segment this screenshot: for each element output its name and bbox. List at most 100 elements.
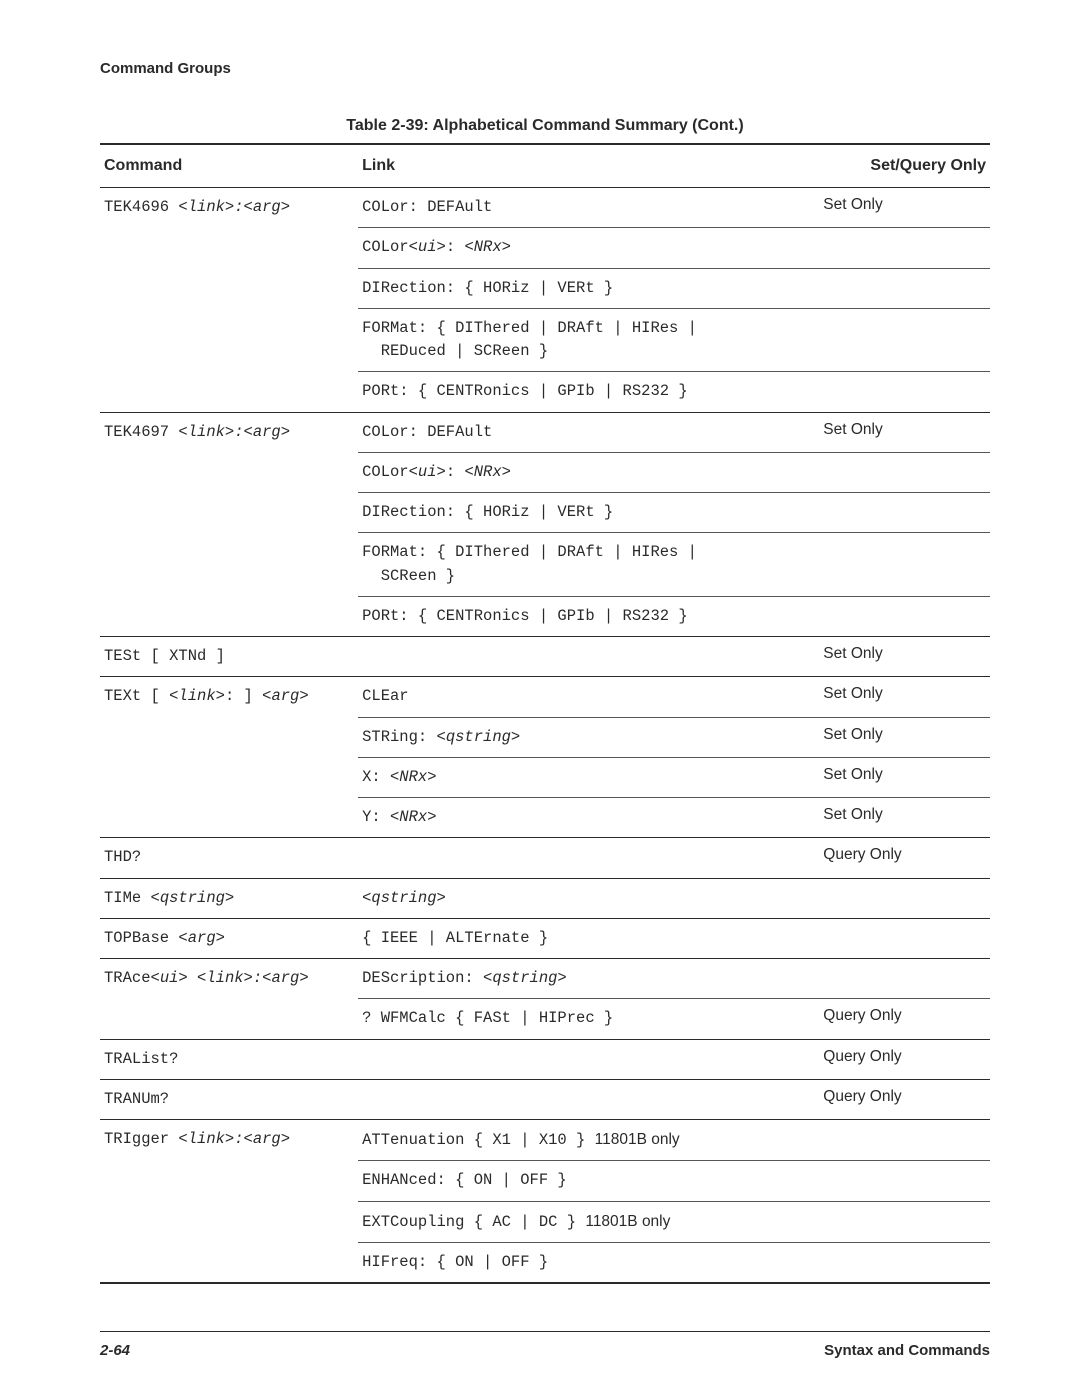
table-row: DIRection: { HORiz | VERt } [100,268,990,308]
command-cell: TEK4697 <link>:<arg> [100,412,358,452]
link-cell: COLor<ui>: <NRx> [358,452,785,492]
table-row: TIMe <qstring><qstring> [100,878,990,918]
command-cell [100,372,358,412]
link-cell: DIRection: { HORiz | VERt } [358,493,785,533]
link-cell: STRing: <qstring> [358,717,785,757]
link-cell: DEScription: <qstring> [358,959,785,999]
table-row: TRAce<ui> <link>:<arg>DEScription: <qstr… [100,959,990,999]
link-cell: X: <NRx> [358,757,785,797]
setquery-cell: Query Only [785,1039,990,1079]
setquery-cell [785,452,990,492]
annotation: 11801B only [585,1213,670,1230]
setquery-cell: Set Only [785,757,990,797]
table-row: FORMat: { DIThered | DRAft | HIRes | RED… [100,308,990,372]
table-row: STRing: <qstring>Set Only [100,717,990,757]
link-cell: CLEar [358,677,785,717]
command-cell: TEK4696 <link>:<arg> [100,188,358,228]
command-cell: THD? [100,838,358,878]
command-cell [100,533,358,597]
setquery-cell: Query Only [785,838,990,878]
table-row: TEXt [ <link>: ] <arg>CLEarSet Only [100,677,990,717]
command-cell: TRAce<ui> <link>:<arg> [100,959,358,999]
table-row: TRAList? Query Only [100,1039,990,1079]
col-header-link: Link [358,144,785,188]
setquery-cell [785,596,990,636]
command-cell [100,717,358,757]
setquery-cell [785,1161,990,1201]
table-row: TOPBase <arg>{ IEEE | ALTErnate } [100,918,990,958]
table-row: COLor<ui>: <NRx> [100,452,990,492]
link-cell: PORt: { CENTRonics | GPIb | RS232 } [358,372,785,412]
command-cell [100,268,358,308]
footer-title: Syntax and Commands [824,1342,990,1359]
link-cell [358,1079,785,1119]
page-footer: 2-64 Syntax and Commands [100,1331,990,1359]
table-row: TEK4696 <link>:<arg>COLor: DEFAultSet On… [100,188,990,228]
page-number: 2-64 [100,1342,130,1359]
table-row: PORt: { CENTRonics | GPIb | RS232 } [100,372,990,412]
command-cell: TEXt [ <link>: ] <arg> [100,677,358,717]
setquery-cell: Set Only [785,637,990,677]
command-cell [100,798,358,838]
setquery-cell: Set Only [785,412,990,452]
command-cell [100,757,358,797]
setquery-cell: Set Only [785,717,990,757]
link-cell: FORMat: { DIThered | DRAft | HIRes | RED… [358,308,785,372]
link-cell: ? WFMCalc { FASt | HIPrec } [358,999,785,1039]
setquery-cell [785,878,990,918]
link-cell: COLor<ui>: <NRx> [358,228,785,268]
setquery-cell [785,959,990,999]
setquery-cell [785,228,990,268]
table-row: THD? Query Only [100,838,990,878]
table-row: PORt: { CENTRonics | GPIb | RS232 } [100,596,990,636]
table-row: TESt [ XTNd ] Set Only [100,637,990,677]
command-cell: TRAList? [100,1039,358,1079]
link-cell: EXTCoupling { AC | DC } 11801B only [358,1201,785,1242]
setquery-cell [785,268,990,308]
command-summary-table: Command Link Set/Query Only TEK4696 <lin… [100,143,990,1284]
table-row: EXTCoupling { AC | DC } 11801B only [100,1201,990,1242]
setquery-cell: Set Only [785,677,990,717]
table-row: TEK4697 <link>:<arg>COLor: DEFAultSet On… [100,412,990,452]
table-row: DIRection: { HORiz | VERt } [100,493,990,533]
command-cell [100,308,358,372]
link-cell: <qstring> [358,878,785,918]
command-cell [100,596,358,636]
table-row: TRANUm? Query Only [100,1079,990,1119]
table-row: FORMat: { DIThered | DRAft | HIRes | SCR… [100,533,990,597]
setquery-cell: Set Only [785,188,990,228]
setquery-cell [785,372,990,412]
table-row: Y: <NRx>Set Only [100,798,990,838]
table-row: HIFreq: { ON | OFF } [100,1242,990,1283]
link-cell [358,1039,785,1079]
command-cell: TOPBase <arg> [100,918,358,958]
col-header-setquery: Set/Query Only [785,144,990,188]
link-cell: { IEEE | ALTErnate } [358,918,785,958]
setquery-cell [785,1201,990,1242]
link-cell: PORt: { CENTRonics | GPIb | RS232 } [358,596,785,636]
section-header: Command Groups [100,60,990,77]
command-cell: TRANUm? [100,1079,358,1119]
table-title: Table 2-39: Alphabetical Command Summary… [100,117,990,135]
table-row: ? WFMCalc { FASt | HIPrec }Query Only [100,999,990,1039]
command-cell [100,452,358,492]
link-cell: COLor: DEFAult [358,188,785,228]
link-cell [358,838,785,878]
link-cell: ENHANced: { ON | OFF } [358,1161,785,1201]
setquery-cell [785,308,990,372]
annotation: 11801B only [595,1131,680,1148]
link-cell: DIRection: { HORiz | VERt } [358,268,785,308]
command-cell [100,1201,358,1242]
setquery-cell: Query Only [785,999,990,1039]
link-cell [358,637,785,677]
setquery-cell [785,533,990,597]
command-cell: TRIgger <link>:<arg> [100,1120,358,1161]
command-cell [100,493,358,533]
command-cell: TIMe <qstring> [100,878,358,918]
setquery-cell: Query Only [785,1079,990,1119]
command-cell: TESt [ XTNd ] [100,637,358,677]
table-row: TRIgger <link>:<arg>ATTenuation { X1 | X… [100,1120,990,1161]
link-cell: ATTenuation { X1 | X10 } 11801B only [358,1120,785,1161]
setquery-cell [785,1120,990,1161]
table-row: X: <NRx>Set Only [100,757,990,797]
